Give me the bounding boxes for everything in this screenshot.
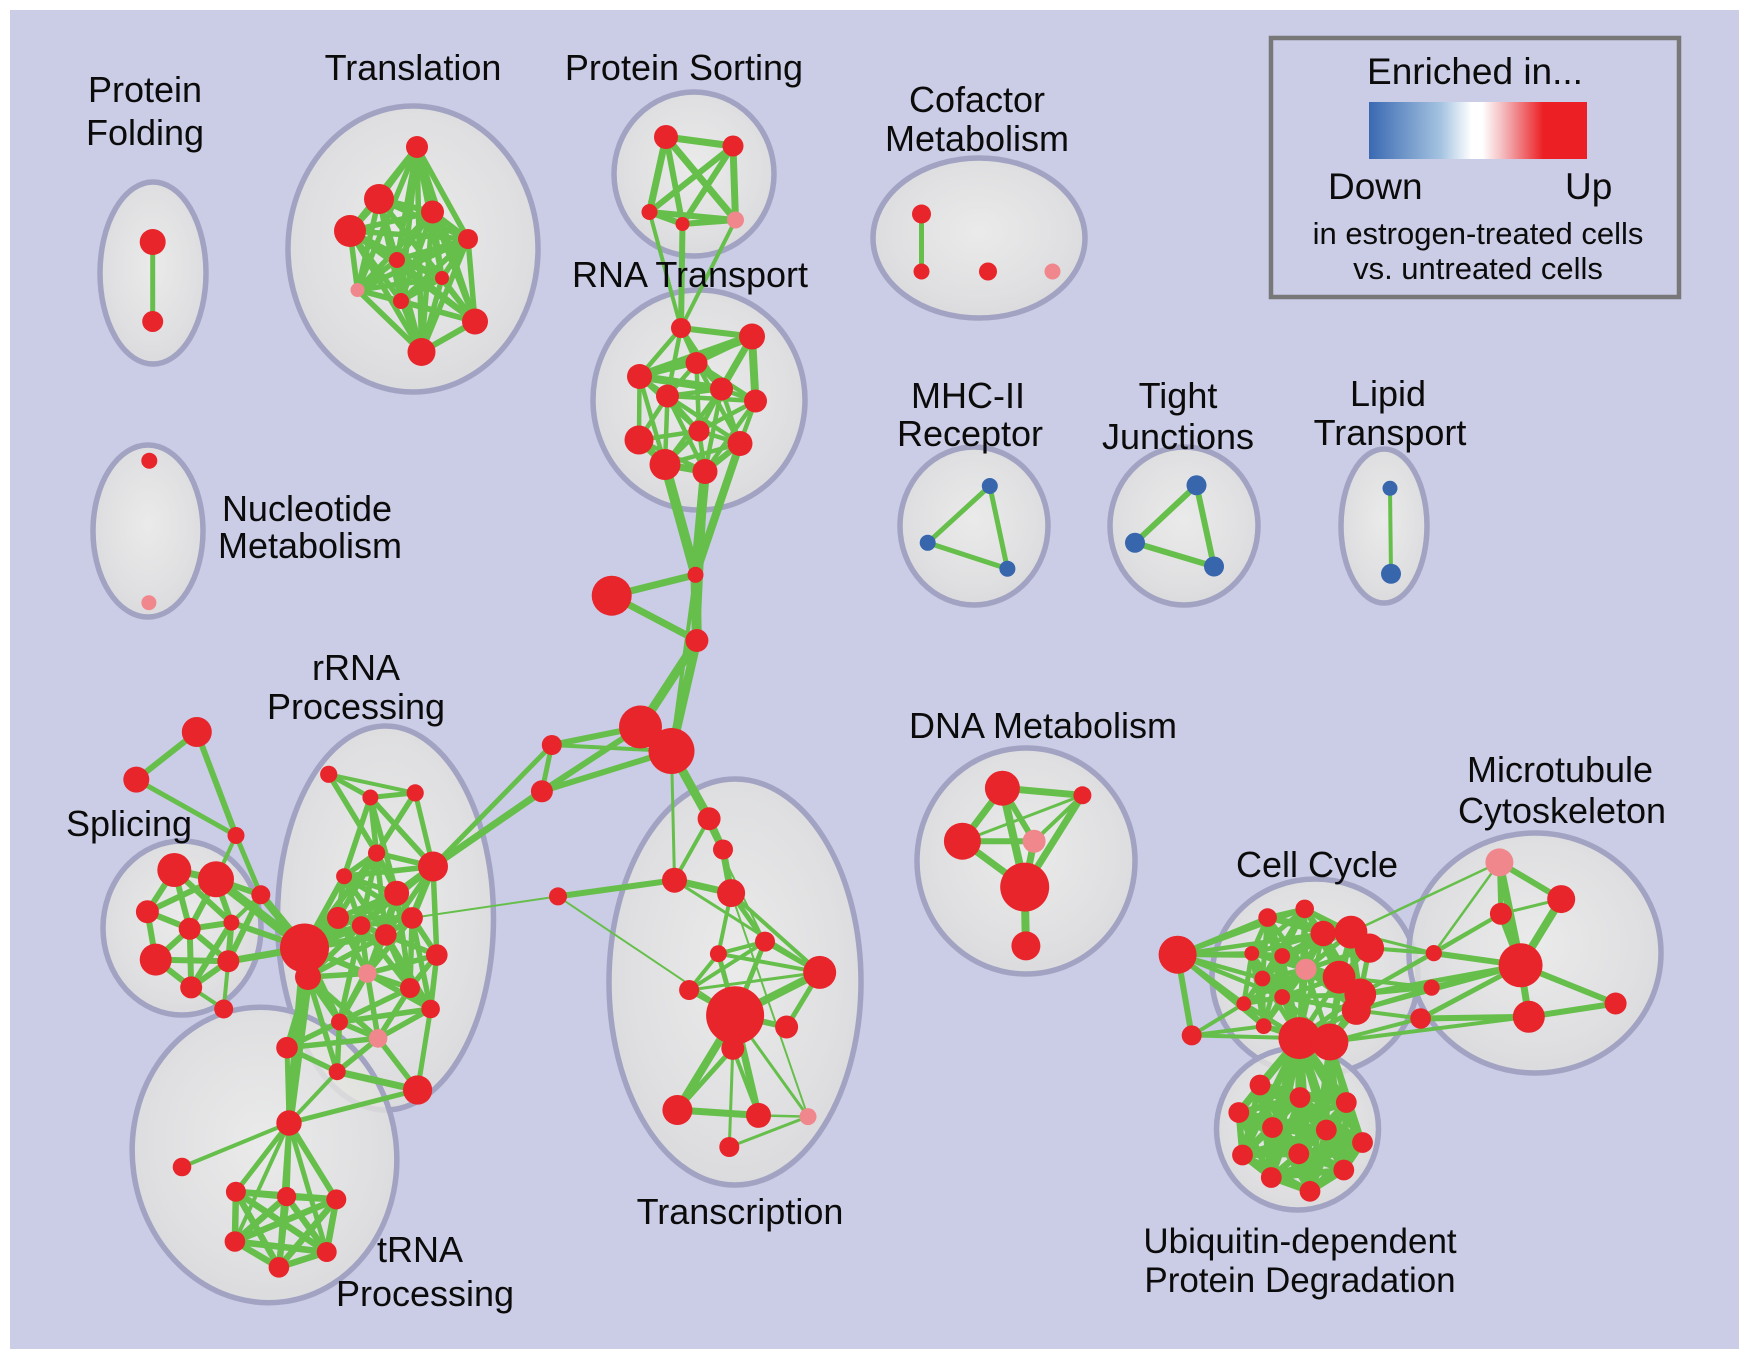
svg-text:Ubiquitin-dependent: Ubiquitin-dependent — [1143, 1222, 1457, 1261]
svg-text:Up: Up — [1565, 166, 1612, 207]
svg-text:Tight: Tight — [1139, 375, 1218, 416]
svg-text:in estrogen-treated cells: in estrogen-treated cells — [1313, 216, 1644, 251]
svg-text:Receptor: Receptor — [897, 413, 1043, 454]
svg-text:Processing: Processing — [267, 686, 445, 727]
svg-text:Processing: Processing — [336, 1273, 514, 1314]
svg-text:Cytoskeleton: Cytoskeleton — [1458, 790, 1666, 831]
svg-text:Metabolism: Metabolism — [218, 525, 402, 566]
svg-text:Microtubule: Microtubule — [1467, 749, 1653, 790]
svg-text:Protein: Protein — [88, 69, 202, 110]
svg-text:Nucleotide: Nucleotide — [222, 488, 392, 529]
svg-text:RNA Transport: RNA Transport — [572, 254, 808, 295]
svg-text:Protein Sorting: Protein Sorting — [565, 47, 803, 88]
svg-text:Cell Cycle: Cell Cycle — [1236, 844, 1398, 885]
svg-text:DNA Metabolism: DNA Metabolism — [909, 705, 1177, 746]
svg-text:Cofactor: Cofactor — [909, 79, 1045, 120]
svg-text:Folding: Folding — [86, 112, 204, 153]
svg-text:Enriched in...: Enriched in... — [1367, 51, 1583, 92]
svg-text:vs. untreated cells: vs. untreated cells — [1353, 251, 1603, 286]
svg-text:MHC-II: MHC-II — [911, 375, 1025, 416]
svg-text:Metabolism: Metabolism — [885, 118, 1069, 159]
svg-text:Protein Degradation: Protein Degradation — [1144, 1261, 1455, 1300]
svg-text:Translation: Translation — [325, 47, 502, 88]
svg-text:Down: Down — [1328, 166, 1423, 207]
svg-text:Transcription: Transcription — [637, 1191, 844, 1232]
svg-text:Splicing: Splicing — [66, 803, 192, 844]
svg-text:Junctions: Junctions — [1102, 416, 1254, 457]
svg-text:tRNA: tRNA — [377, 1229, 463, 1270]
svg-text:rRNA: rRNA — [312, 647, 400, 688]
svg-text:Transport: Transport — [1314, 412, 1467, 453]
svg-text:Lipid: Lipid — [1350, 373, 1426, 414]
